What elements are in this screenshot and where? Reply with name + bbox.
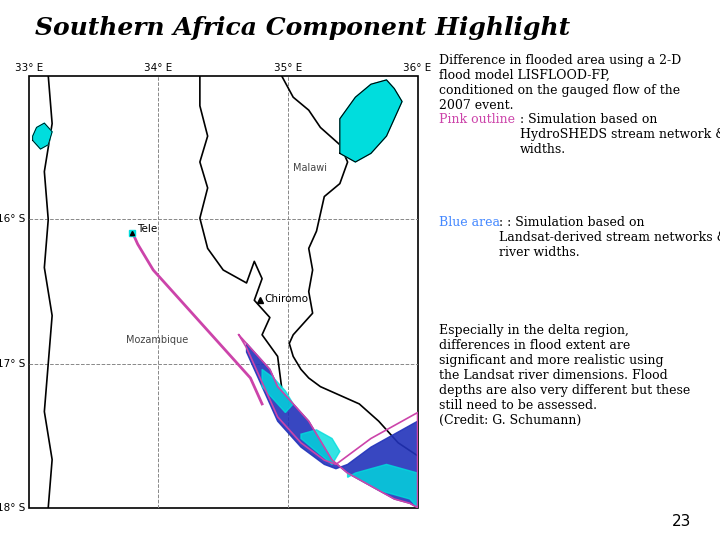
Text: 17° S: 17° S [0, 359, 25, 369]
Text: 36° E: 36° E [403, 63, 432, 73]
Polygon shape [246, 343, 418, 508]
Text: Difference in flooded area using a 2-D
flood model LISFLOOD-FP,
conditioned on t: Difference in flooded area using a 2-D f… [439, 54, 681, 112]
Text: Especially in the delta region,
differences in flood extent are
significant and : Especially in the delta region, differen… [439, 324, 690, 427]
Text: Tele: Tele [137, 224, 157, 234]
Polygon shape [340, 80, 402, 162]
Text: : : Simulation based on
Landsat-derived stream networks &
river widths.: : : Simulation based on Landsat-derived … [499, 216, 720, 259]
Polygon shape [301, 430, 340, 464]
Text: 35° E: 35° E [274, 63, 302, 73]
Text: Malawi: Malawi [293, 163, 327, 173]
Text: Pink outline: Pink outline [439, 113, 516, 126]
Text: Southern Africa Component Highlight: Southern Africa Component Highlight [35, 16, 570, 40]
Text: 23: 23 [672, 514, 691, 529]
Text: 33° E: 33° E [14, 63, 43, 73]
Polygon shape [262, 369, 293, 413]
Text: 16° S: 16° S [0, 214, 25, 225]
Text: 18° S: 18° S [0, 503, 25, 512]
Text: Chiromo: Chiromo [264, 294, 308, 304]
Text: Mozambique: Mozambique [126, 335, 188, 346]
Polygon shape [348, 464, 418, 508]
Text: 34° E: 34° E [144, 63, 172, 73]
Polygon shape [32, 123, 52, 149]
Text: Blue area: Blue area [439, 216, 500, 229]
Text: : Simulation based on
HydroSHEDS stream network & river
widths.: : Simulation based on HydroSHEDS stream … [520, 113, 720, 157]
